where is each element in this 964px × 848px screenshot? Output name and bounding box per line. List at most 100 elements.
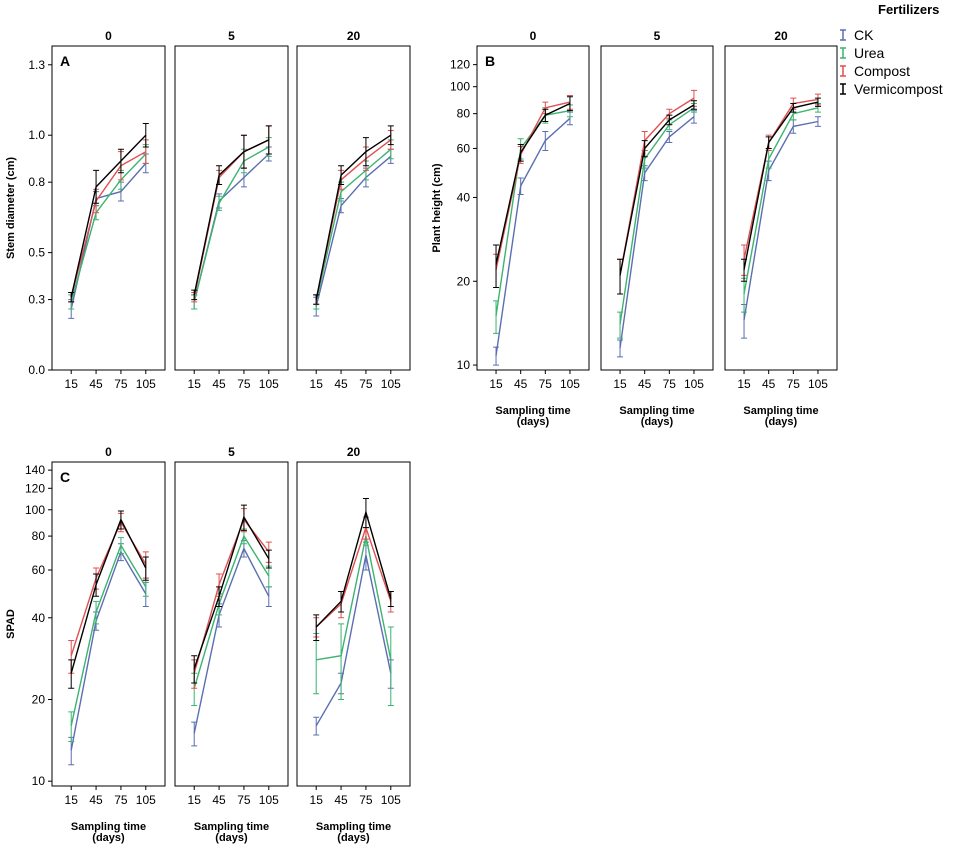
series-line-vermicompost — [495, 102, 571, 265]
series-line-vermicompost — [193, 515, 270, 669]
x-tick-label: 105 — [136, 377, 156, 391]
error-bar-vermicompost — [216, 586, 223, 608]
error-bar-vermicompost — [338, 590, 345, 613]
error-bar-vermicompost — [313, 614, 320, 641]
error-bar-vermicompost — [741, 258, 748, 282]
series-line-urea — [193, 534, 270, 689]
series-line-urea — [619, 107, 695, 325]
x-axis-label: (days) — [215, 832, 248, 844]
legend-title: Fertilizers — [878, 2, 939, 17]
stem-diameter-chart: A 0.0 0.3 0.5 0.8 1.0 1.3 Stem diameter (cm) 0 15… — [5, 29, 411, 391]
error-bar-vermicompost — [313, 294, 320, 305]
series-line-vermicompost — [619, 104, 695, 276]
error-bar-urea — [265, 565, 272, 588]
panel-title: 0 — [105, 29, 112, 43]
y-tick-label: 120 — [450, 58, 470, 72]
series-line-compost — [193, 518, 270, 674]
error-bar-vermicompost — [191, 655, 198, 684]
x-tick-label: 75 — [359, 377, 373, 391]
panel-title: 0 — [530, 29, 537, 43]
legend-swatch-urea — [840, 47, 846, 59]
x-tick-label: 15 — [310, 377, 324, 391]
series-line-compost — [315, 525, 392, 628]
x-tick-label: 45 — [334, 793, 348, 807]
x-tick-label: 105 — [259, 377, 279, 391]
x-tick-label: 45 — [89, 793, 103, 807]
panel-frame — [724, 45, 838, 371]
panel-frame — [476, 45, 590, 371]
legend-label-vermicompost: Vermicompost — [854, 81, 943, 97]
panel-frame — [600, 45, 714, 371]
error-bar-urea — [313, 633, 320, 695]
series-line-compost — [619, 97, 695, 276]
panel-frame — [296, 45, 411, 371]
legend-swatch-ck — [840, 29, 846, 41]
x-tick-label: 75 — [237, 377, 251, 391]
panel-frame — [51, 45, 166, 371]
error-bar-vermicompost — [542, 108, 549, 122]
y-tick-label: 10 — [457, 358, 471, 372]
y-tick-label: 120 — [25, 481, 45, 495]
error-bar-vermicompost — [93, 573, 100, 597]
x-tick-label: 45 — [334, 377, 348, 391]
y-tick-label: 1.3 — [28, 58, 45, 72]
y-tick-label: 60 — [32, 563, 46, 577]
x-tick-label: 75 — [539, 377, 553, 391]
series-line-ck — [70, 162, 147, 310]
legend-entry-vermicompost: Vermicompost — [840, 81, 943, 97]
error-bar-ck — [666, 131, 673, 144]
x-axis-label: (days) — [765, 416, 798, 428]
error-bar-ck — [191, 721, 198, 747]
y-tick-label: 1.0 — [28, 128, 45, 142]
error-bar-ck — [265, 586, 272, 608]
series-line-vermicompost — [193, 139, 270, 296]
error-bar-vermicompost — [517, 143, 524, 162]
x-tick-label: 15 — [65, 793, 79, 807]
series-line-ck — [495, 117, 571, 356]
series-line-urea — [193, 146, 270, 303]
series-line-urea — [70, 153, 147, 303]
error-bar-urea — [117, 537, 124, 555]
panel-letter: A — [60, 53, 70, 69]
y-axis-label: Stem diameter (cm) — [5, 157, 17, 259]
y-tick-label: 0.5 — [28, 246, 45, 260]
y-tick-label: 100 — [25, 503, 45, 517]
x-tick-label: 75 — [114, 377, 128, 391]
error-bar-vermicompost — [690, 100, 697, 110]
panel-frame — [51, 461, 166, 787]
series-line-compost — [70, 151, 147, 298]
x-axis-label: Sampling time — [194, 821, 269, 833]
y-tick-label: 40 — [32, 611, 46, 625]
panel-title: 20 — [347, 445, 361, 459]
x-tick-label: 105 — [136, 793, 156, 807]
error-bar-ck — [617, 339, 624, 358]
x-tick-label: 105 — [381, 793, 401, 807]
panel-letter: C — [60, 469, 70, 485]
series-line-ck — [70, 550, 147, 751]
series-line-urea — [70, 543, 147, 726]
legend-label-urea: Urea — [854, 45, 885, 61]
error-bar-vermicompost — [641, 140, 648, 158]
error-bar-vermicompost — [117, 148, 124, 174]
error-bar-vermicompost — [617, 258, 624, 295]
error-bar-urea — [617, 311, 624, 339]
x-tick-label: 75 — [237, 793, 251, 807]
x-tick-label: 105 — [259, 793, 279, 807]
panel-title: 5 — [228, 29, 235, 43]
error-bar-vermicompost — [814, 97, 821, 107]
y-tick-label: 0.3 — [28, 293, 45, 307]
series-line-ck — [315, 555, 392, 727]
x-tick-label: 75 — [359, 793, 373, 807]
y-tick-label: 0.8 — [28, 175, 45, 189]
x-tick-label: 15 — [489, 377, 503, 391]
plant-height-chart: B 10 20 40 60 80 100 120 Plant height (cm) 0 15 45 7… — [431, 29, 838, 428]
error-bar-vermicompost — [387, 125, 394, 146]
x-tick-label: 45 — [212, 793, 226, 807]
series-line-ck — [193, 546, 270, 734]
error-bar-vermicompost — [265, 125, 272, 155]
panel-frame — [174, 461, 289, 787]
x-tick-label: 45 — [514, 377, 528, 391]
y-axis-label: Plant height (cm) — [431, 163, 443, 253]
panel-frame — [174, 45, 289, 371]
x-tick-label: 75 — [114, 793, 128, 807]
